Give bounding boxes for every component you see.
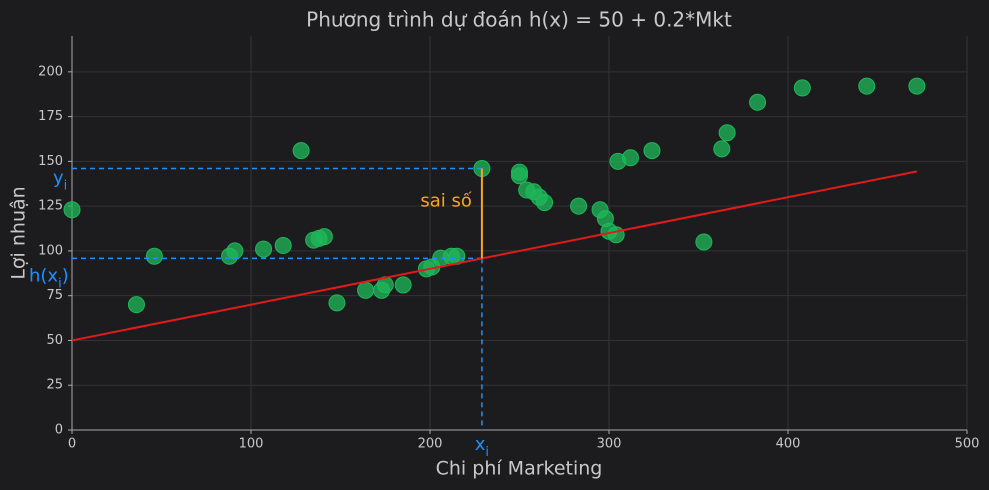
point [328, 294, 346, 312]
point [570, 197, 588, 215]
x-tick-label: 400 [776, 437, 801, 452]
y-tick-label: 200 [38, 64, 63, 79]
y-tick-label: 75 [46, 288, 63, 303]
point [536, 194, 554, 212]
x-tick-label: 100 [239, 437, 264, 452]
point [858, 77, 876, 95]
point [793, 79, 811, 97]
h-label-marker: h(xi) [29, 265, 69, 291]
point [315, 228, 333, 246]
point [607, 226, 625, 244]
y-tick-label: 175 [38, 109, 63, 124]
point [226, 242, 244, 260]
point [695, 233, 713, 251]
point [511, 167, 528, 185]
y-tick-label: 125 [38, 199, 63, 214]
x-tick-label: 200 [418, 437, 443, 452]
x-tick-label: 300 [597, 437, 622, 452]
point [127, 296, 145, 314]
x-tick-label: 500 [955, 437, 980, 452]
x-label-marker-part: i [485, 445, 489, 460]
y-axis-label: Lợi nhuận [8, 186, 30, 279]
point [621, 149, 639, 167]
y-tick-label: 150 [38, 154, 63, 169]
point [63, 201, 81, 219]
point [643, 142, 661, 160]
y-label-marker-part: i [64, 179, 68, 194]
point [274, 237, 292, 255]
h-label-marker-part: i [58, 276, 62, 291]
y-label-marker-part: y [53, 168, 64, 189]
x-tick-label: 0 [68, 437, 76, 452]
x-axis-label: Chi phí Marketing [436, 458, 603, 480]
point [145, 247, 163, 265]
y-label-marker: yi [53, 168, 67, 194]
point [713, 140, 731, 158]
error-label: sai số [420, 190, 472, 211]
h-label-marker-part: h(x [29, 265, 58, 286]
x-label-marker: xi [475, 434, 489, 460]
point [357, 281, 375, 299]
point [255, 240, 273, 258]
y-tick-label: 100 [38, 243, 63, 258]
y-tick-label: 25 [46, 378, 63, 393]
y-tick-label: 50 [46, 333, 63, 348]
point [908, 77, 926, 95]
point [718, 124, 736, 142]
point [292, 142, 310, 160]
regression-line [71, 170, 918, 342]
chart-title: Phương trình dự đoán h(x) = 50 + 0.2*Mkt [306, 8, 732, 32]
h-label-marker-part: ) [62, 265, 69, 286]
point [749, 93, 767, 111]
x-label-marker-part: x [475, 434, 486, 455]
point [394, 276, 412, 294]
y-tick-label: 0 [55, 423, 63, 438]
